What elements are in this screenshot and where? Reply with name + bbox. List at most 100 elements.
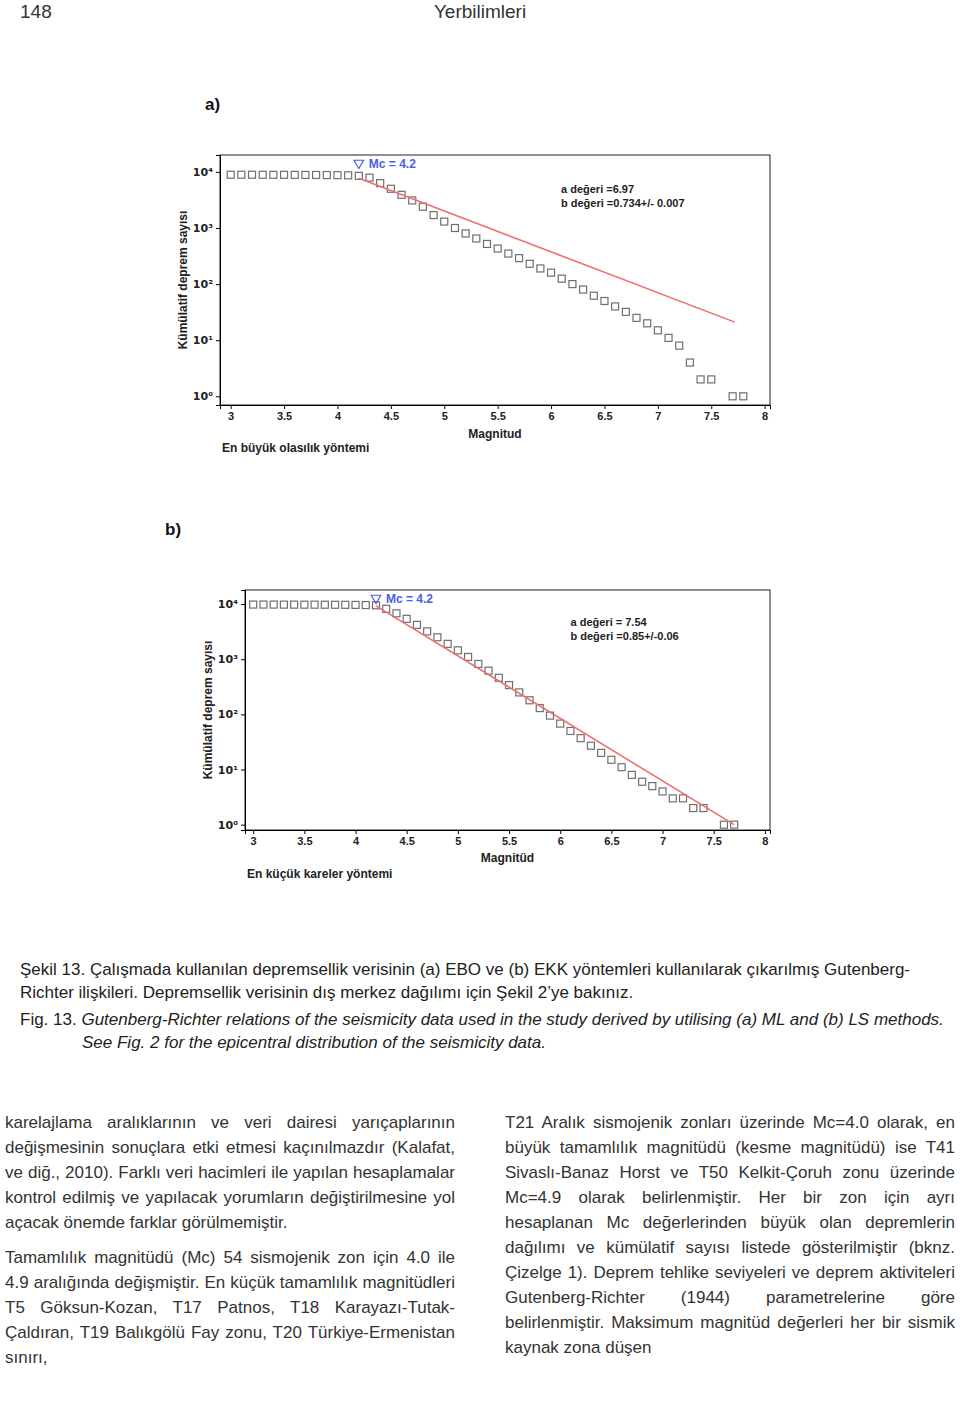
- data-point: [558, 275, 565, 282]
- journal-name: Yerbilimleri: [434, 1, 526, 22]
- y-tick-label: 10³: [218, 653, 238, 666]
- y-tick: 10⁴: [193, 166, 220, 179]
- y-tick-mark: [241, 604, 245, 605]
- figure-caption: Şekil 13. Çalışmada kullanılan depremsel…: [20, 958, 945, 1058]
- data-point: [280, 601, 287, 608]
- x-tick: 7: [655, 405, 661, 422]
- x-tick-mark: [663, 830, 664, 834]
- x-tick-label: 3: [251, 835, 257, 847]
- data-point: [686, 359, 693, 366]
- data-point: [260, 601, 267, 608]
- y-tick: 10⁰: [218, 819, 245, 832]
- data-point: [462, 230, 469, 237]
- data-point: [413, 621, 420, 628]
- y-tick-label: 10⁰: [218, 819, 238, 832]
- data-point: [628, 771, 635, 778]
- x-tick-mark: [284, 405, 285, 409]
- x-tick: 7: [660, 830, 666, 847]
- data-point: [323, 172, 330, 179]
- annotation: a değeri =6.97: [561, 183, 634, 195]
- x-axis-line: [221, 406, 771, 410]
- y-tick-label: 10⁰: [193, 390, 213, 403]
- y-axis: 10⁰ 10¹ 10² 10³ 10⁴: [218, 591, 246, 832]
- paragraph: karelajlama aralıklarının ve veri daires…: [5, 1110, 455, 1235]
- x-tick-mark: [765, 405, 766, 409]
- y-tick-mark: [241, 770, 245, 771]
- data-point: [622, 308, 629, 315]
- data-point: [505, 250, 512, 257]
- x-tick: 4.5: [384, 405, 399, 422]
- x-tick-mark: [304, 830, 305, 834]
- data-point: [270, 171, 277, 178]
- y-tick-label: 10³: [193, 222, 213, 235]
- x-tick: 5: [455, 830, 461, 847]
- data-point: [740, 393, 747, 400]
- x-tick: 6.5: [604, 830, 619, 847]
- data-point: [608, 756, 615, 763]
- x-tick: 5.5: [502, 830, 517, 847]
- data-point: [649, 783, 656, 790]
- x-axis-title: Magnitüd: [481, 851, 534, 865]
- x-tick-mark: [611, 830, 612, 834]
- x-axis: 33.544.555.566.577.58: [221, 405, 771, 422]
- data-point: [669, 795, 676, 802]
- data-point: [587, 742, 594, 749]
- x-tick-mark: [711, 405, 712, 409]
- text-column-right: T21 Aralık sismojenik zonları üzerinde M…: [505, 1110, 955, 1370]
- mc-marker: [354, 160, 364, 168]
- x-tick-mark: [391, 405, 392, 409]
- data-point: [451, 224, 458, 231]
- data-point: [311, 601, 318, 608]
- data-point: [569, 281, 576, 288]
- x-tick: 5: [442, 405, 448, 422]
- y-tick-mark: [216, 228, 220, 229]
- panel-label: b): [165, 520, 181, 539]
- data-point: [580, 286, 587, 293]
- x-tick: 5.5: [491, 405, 506, 422]
- x-tick: 4.5: [400, 830, 415, 847]
- y-tick-label: 10⁴: [193, 166, 213, 179]
- x-tick-mark: [560, 830, 561, 834]
- x-tick: 3.5: [297, 830, 312, 847]
- data-point: [483, 240, 490, 247]
- x-axis: 33.544.555.566.577.58: [246, 830, 771, 847]
- data-point: [537, 265, 544, 272]
- data-point: [334, 172, 341, 179]
- data-point: [454, 647, 461, 654]
- data-point: [577, 735, 584, 742]
- x-tick-mark: [337, 405, 338, 409]
- data-point: [601, 297, 608, 304]
- x-tick-mark: [604, 405, 605, 409]
- y-tick-label: 10²: [193, 278, 213, 291]
- data-point: [729, 393, 736, 400]
- x-tick: 4: [353, 830, 360, 847]
- x-tick-label: 7.5: [707, 835, 722, 847]
- data-point: [444, 640, 451, 647]
- x-tick-label: 4: [353, 835, 360, 847]
- x-tick: 4: [335, 405, 342, 422]
- y-tick: 10²: [218, 708, 245, 721]
- data-point: [366, 174, 373, 181]
- x-tick-label: 6.5: [597, 410, 612, 422]
- x-tick: 3: [251, 830, 257, 847]
- x-tick: 6.5: [597, 405, 612, 422]
- x-tick: 7.5: [707, 830, 722, 847]
- y-tick: 10²: [193, 278, 220, 291]
- data-point: [424, 628, 431, 635]
- data-point: [654, 327, 661, 334]
- data-point: [557, 720, 564, 727]
- data-point: [403, 615, 410, 622]
- data-point: [731, 821, 738, 828]
- x-tick-label: 6.5: [604, 835, 619, 847]
- y-axis: 10⁰10¹10²10³10⁴: [193, 156, 221, 406]
- y-tick: 10¹: [218, 764, 245, 777]
- mc-marker: [371, 595, 381, 603]
- data-point: [345, 172, 352, 179]
- mc-label: Mc = 4.2: [369, 157, 416, 171]
- data-point: [690, 805, 697, 812]
- data-point: [494, 245, 501, 252]
- y-tick: 10⁴: [218, 598, 245, 611]
- x-axis-title: Magnitud: [468, 427, 521, 441]
- caption-en-text: Gutenberg-Richter relations of the seism…: [81, 1010, 943, 1052]
- x-tick-mark: [551, 405, 552, 409]
